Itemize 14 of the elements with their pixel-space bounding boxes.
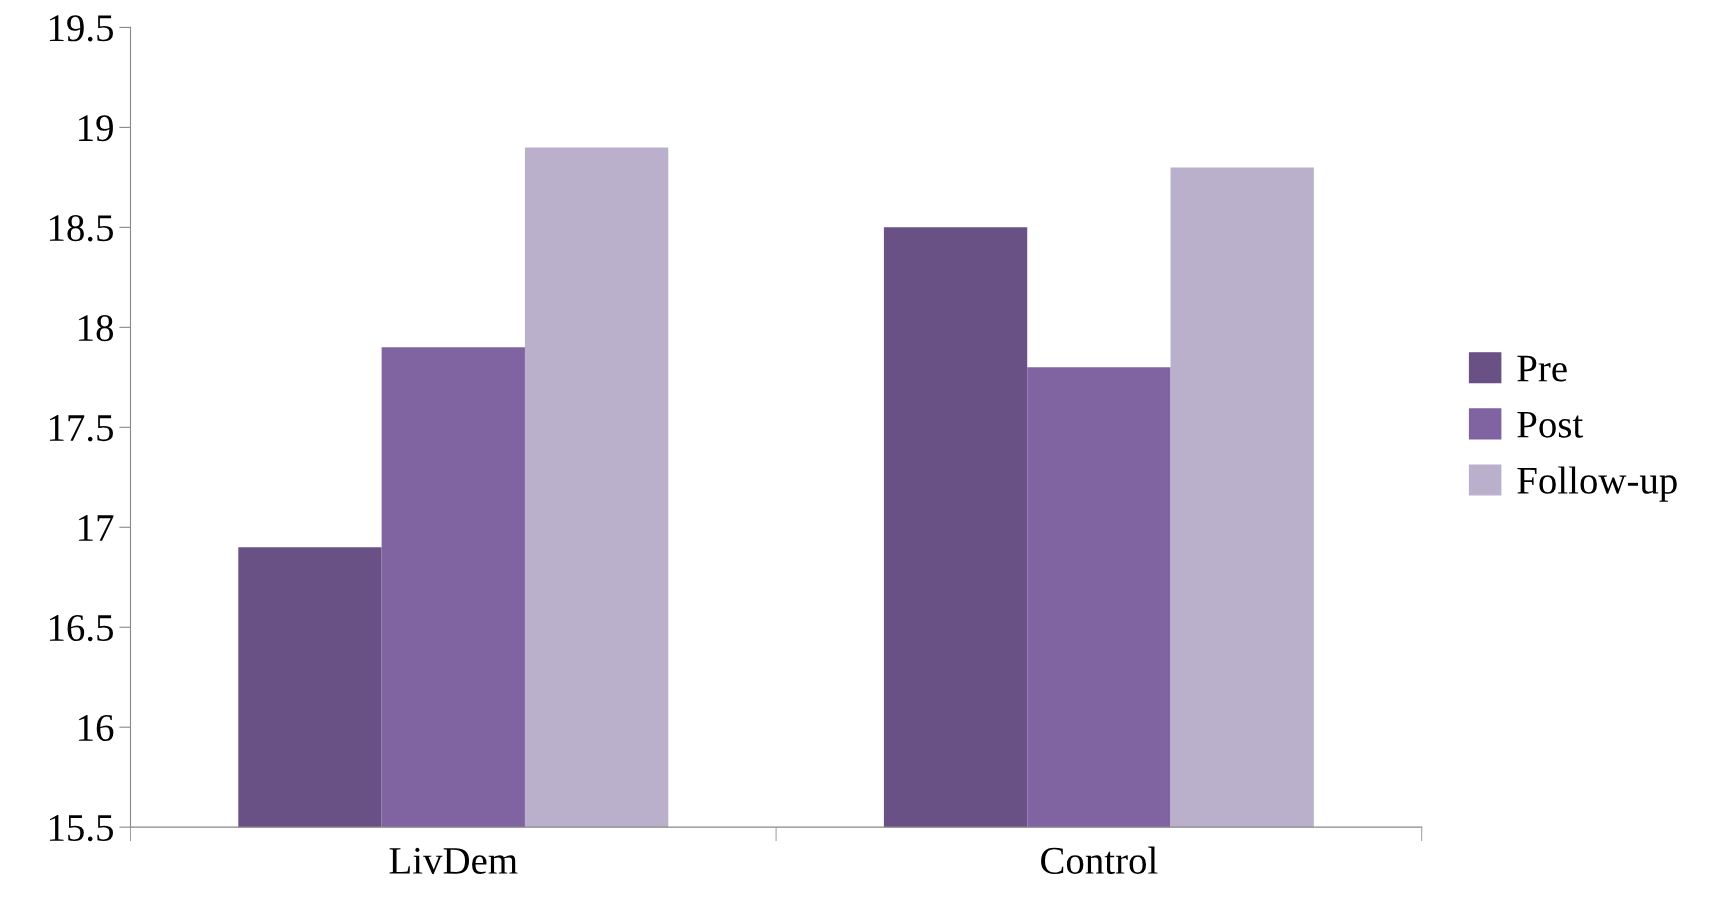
legend-label: Pre — [1517, 355, 1567, 382]
y-tick-label: 16 — [79, 714, 114, 742]
y-tick-label: 15.5 — [49, 814, 113, 842]
y-tick-label: 18.5 — [49, 214, 113, 242]
y-tick-label: 19 — [79, 115, 113, 142]
x-tick-label: LivDem — [389, 847, 518, 874]
y-tick-label: 18 — [79, 314, 114, 342]
legend-label: Post — [1517, 411, 1584, 438]
y-tick-label: 17 — [79, 515, 114, 541]
y-tick-label: 17.5 — [49, 415, 113, 442]
y-tick-label: 16.5 — [49, 614, 113, 642]
y-tick-label: 19.5 — [49, 15, 113, 42]
x-tick-label: Control — [1041, 846, 1158, 874]
legend-label: Follow-up — [1517, 466, 1677, 502]
